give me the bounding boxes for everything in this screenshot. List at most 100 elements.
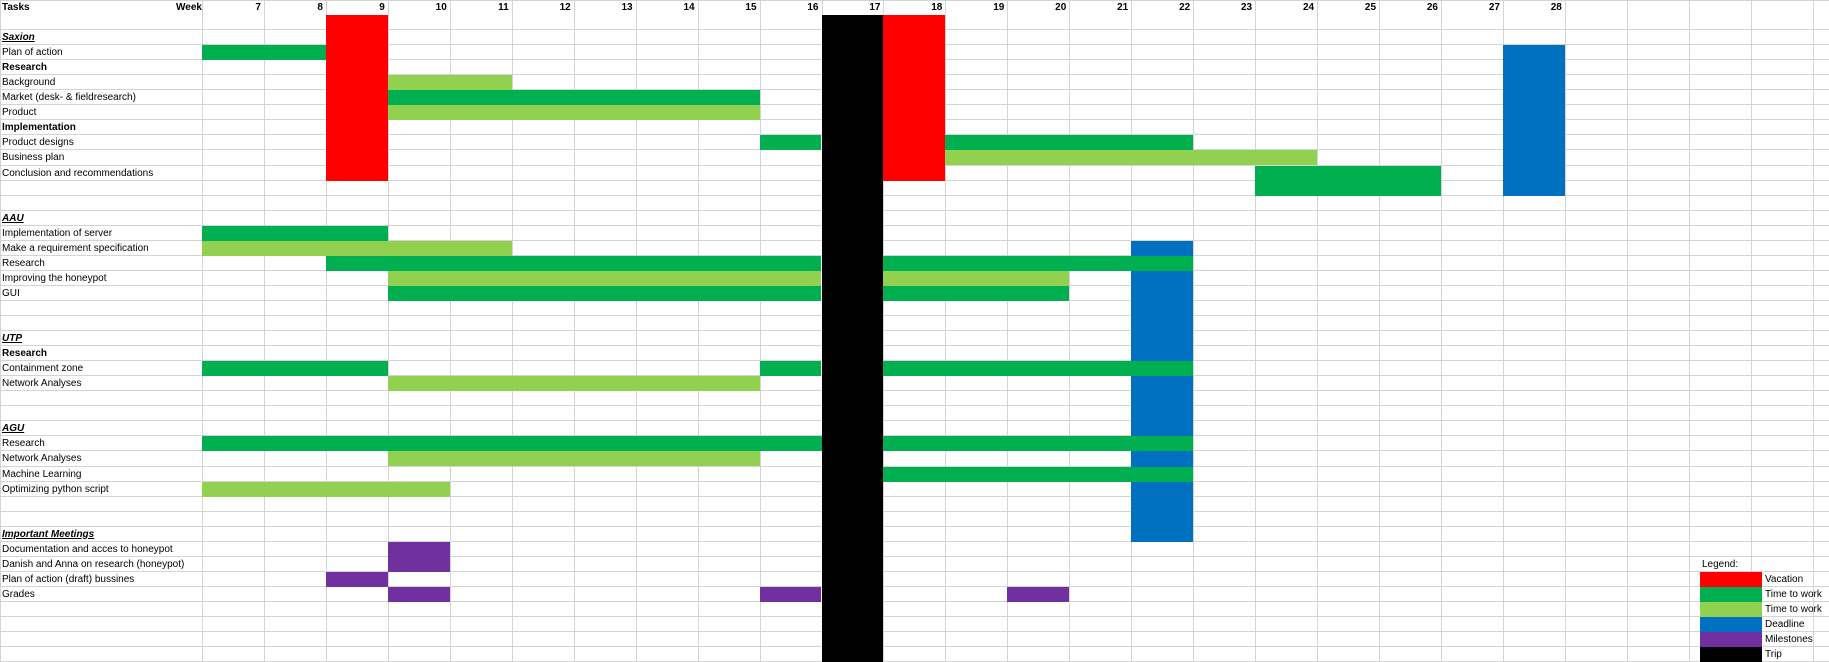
legend-swatch-work_dark: [1700, 587, 1762, 602]
week-number: 21: [1069, 0, 1128, 15]
grid-row-line: [0, 586, 1829, 587]
work_light-bar: [388, 75, 512, 90]
grid-row-line: [0, 405, 1829, 406]
work_light-bar: [388, 451, 760, 466]
grid-col-line: [0, 0, 1, 662]
grid-col-line: [1317, 0, 1318, 662]
grid-col-line: [202, 0, 203, 662]
task-label: Research: [2, 346, 47, 361]
work_dark-bar: [1255, 166, 1441, 196]
grid-row-line: [0, 330, 1829, 331]
grid-row-line: [0, 526, 1829, 527]
task-label: Research: [2, 256, 45, 271]
week-number: 20: [1007, 0, 1066, 15]
work_dark-bar: [388, 286, 822, 301]
task-label: Research: [2, 60, 47, 75]
milestone-bar: [388, 542, 450, 572]
grid-col-line: [1751, 0, 1752, 662]
grid-row-line: [0, 616, 1829, 617]
task-label: Conclusion and recommendations: [2, 166, 153, 181]
work_light-bar: [388, 105, 760, 120]
week-number: 16: [760, 0, 819, 15]
week-number: 17: [822, 0, 881, 15]
section-heading: Important Meetings: [2, 527, 94, 542]
task-label: Network Analyses: [2, 376, 81, 391]
milestone-bar: [1007, 587, 1069, 602]
task-label: Market (desk- & fieldresearch): [2, 90, 136, 105]
week-number: 10: [388, 0, 447, 15]
grid-row-line: [0, 571, 1829, 572]
week-number: 12: [512, 0, 571, 15]
task-label: Plan of action (draft) bussines: [2, 572, 134, 587]
grid-row-line: [0, 541, 1829, 542]
grid-row-line: [0, 390, 1829, 391]
milestone-bar: [760, 587, 822, 602]
legend-swatch-work_light: [1700, 602, 1762, 617]
grid-row-line: [0, 420, 1829, 421]
vacation-bar: [326, 15, 388, 181]
week-header: Week: [176, 0, 202, 15]
task-label: Danish and Anna on research (honeypot): [2, 557, 184, 572]
week-number: 28: [1503, 0, 1562, 15]
task-label: Plan of action: [2, 45, 63, 60]
work_dark-bar: [388, 90, 760, 105]
week-number: 14: [636, 0, 695, 15]
week-number: 26: [1379, 0, 1438, 15]
grid-row-line: [0, 315, 1829, 316]
week-number: 23: [1193, 0, 1252, 15]
work_dark-bar: [945, 135, 1193, 150]
task-label: Product: [2, 105, 36, 120]
legend-swatch-vacation: [1700, 572, 1762, 587]
trip-bar: [822, 15, 884, 662]
task-label: Research: [2, 436, 45, 451]
work_light-bar: [202, 241, 512, 256]
grid-col-line: [1379, 0, 1380, 662]
tasks-header: Tasks: [2, 0, 30, 15]
grid-row-line: [0, 511, 1829, 512]
grid-col-line: [1069, 0, 1070, 662]
week-number: 7: [202, 0, 261, 15]
work_light-bar: [883, 271, 1069, 286]
work_dark-bar: [202, 226, 388, 241]
section-heading: Saxion: [2, 30, 35, 45]
grid-row-line: [0, 345, 1829, 346]
vacation-bar: [883, 15, 945, 181]
grid-row-line: [0, 631, 1829, 632]
week-number: 18: [883, 0, 942, 15]
task-label: Grades: [2, 587, 35, 602]
work_dark-bar: [883, 436, 1193, 451]
week-number: 11: [450, 0, 509, 15]
grid-col-line: [1255, 0, 1256, 662]
work_dark-bar: [883, 467, 1193, 482]
work_dark-bar: [326, 256, 822, 271]
work_dark-bar: [760, 135, 822, 150]
task-label: Product designs: [2, 135, 74, 150]
grid-col-line: [1007, 0, 1008, 662]
work_light-bar: [945, 150, 1317, 165]
legend-label: Vacation: [1765, 572, 1803, 587]
task-label: Optimizing python script: [2, 482, 109, 497]
task-label: Network Analyses: [2, 451, 81, 466]
legend-label: Time to work: [1765, 602, 1822, 617]
week-number: 15: [698, 0, 757, 15]
work_dark-bar: [883, 256, 1193, 271]
legend-label: Trip: [1765, 647, 1782, 662]
task-label: Machine Learning: [2, 467, 82, 482]
work_dark-bar: [202, 361, 388, 376]
deadline-bar: [1503, 45, 1565, 196]
grid-col-line: [1689, 0, 1690, 662]
work_light-bar: [388, 271, 822, 286]
legend-swatch-deadline: [1700, 617, 1762, 632]
legend-label: Time to work: [1765, 587, 1822, 602]
week-number: 24: [1255, 0, 1314, 15]
task-label: GUI: [2, 286, 20, 301]
task-label: Containment zone: [2, 361, 83, 376]
task-label: Background: [2, 75, 55, 90]
grid-row-line: [0, 556, 1829, 557]
legend-title: Legend:: [1702, 557, 1738, 572]
week-number: 25: [1317, 0, 1376, 15]
grid-col-line: [1565, 0, 1566, 662]
grid-col-line: [1813, 0, 1814, 662]
grid-col-line: [1441, 0, 1442, 662]
